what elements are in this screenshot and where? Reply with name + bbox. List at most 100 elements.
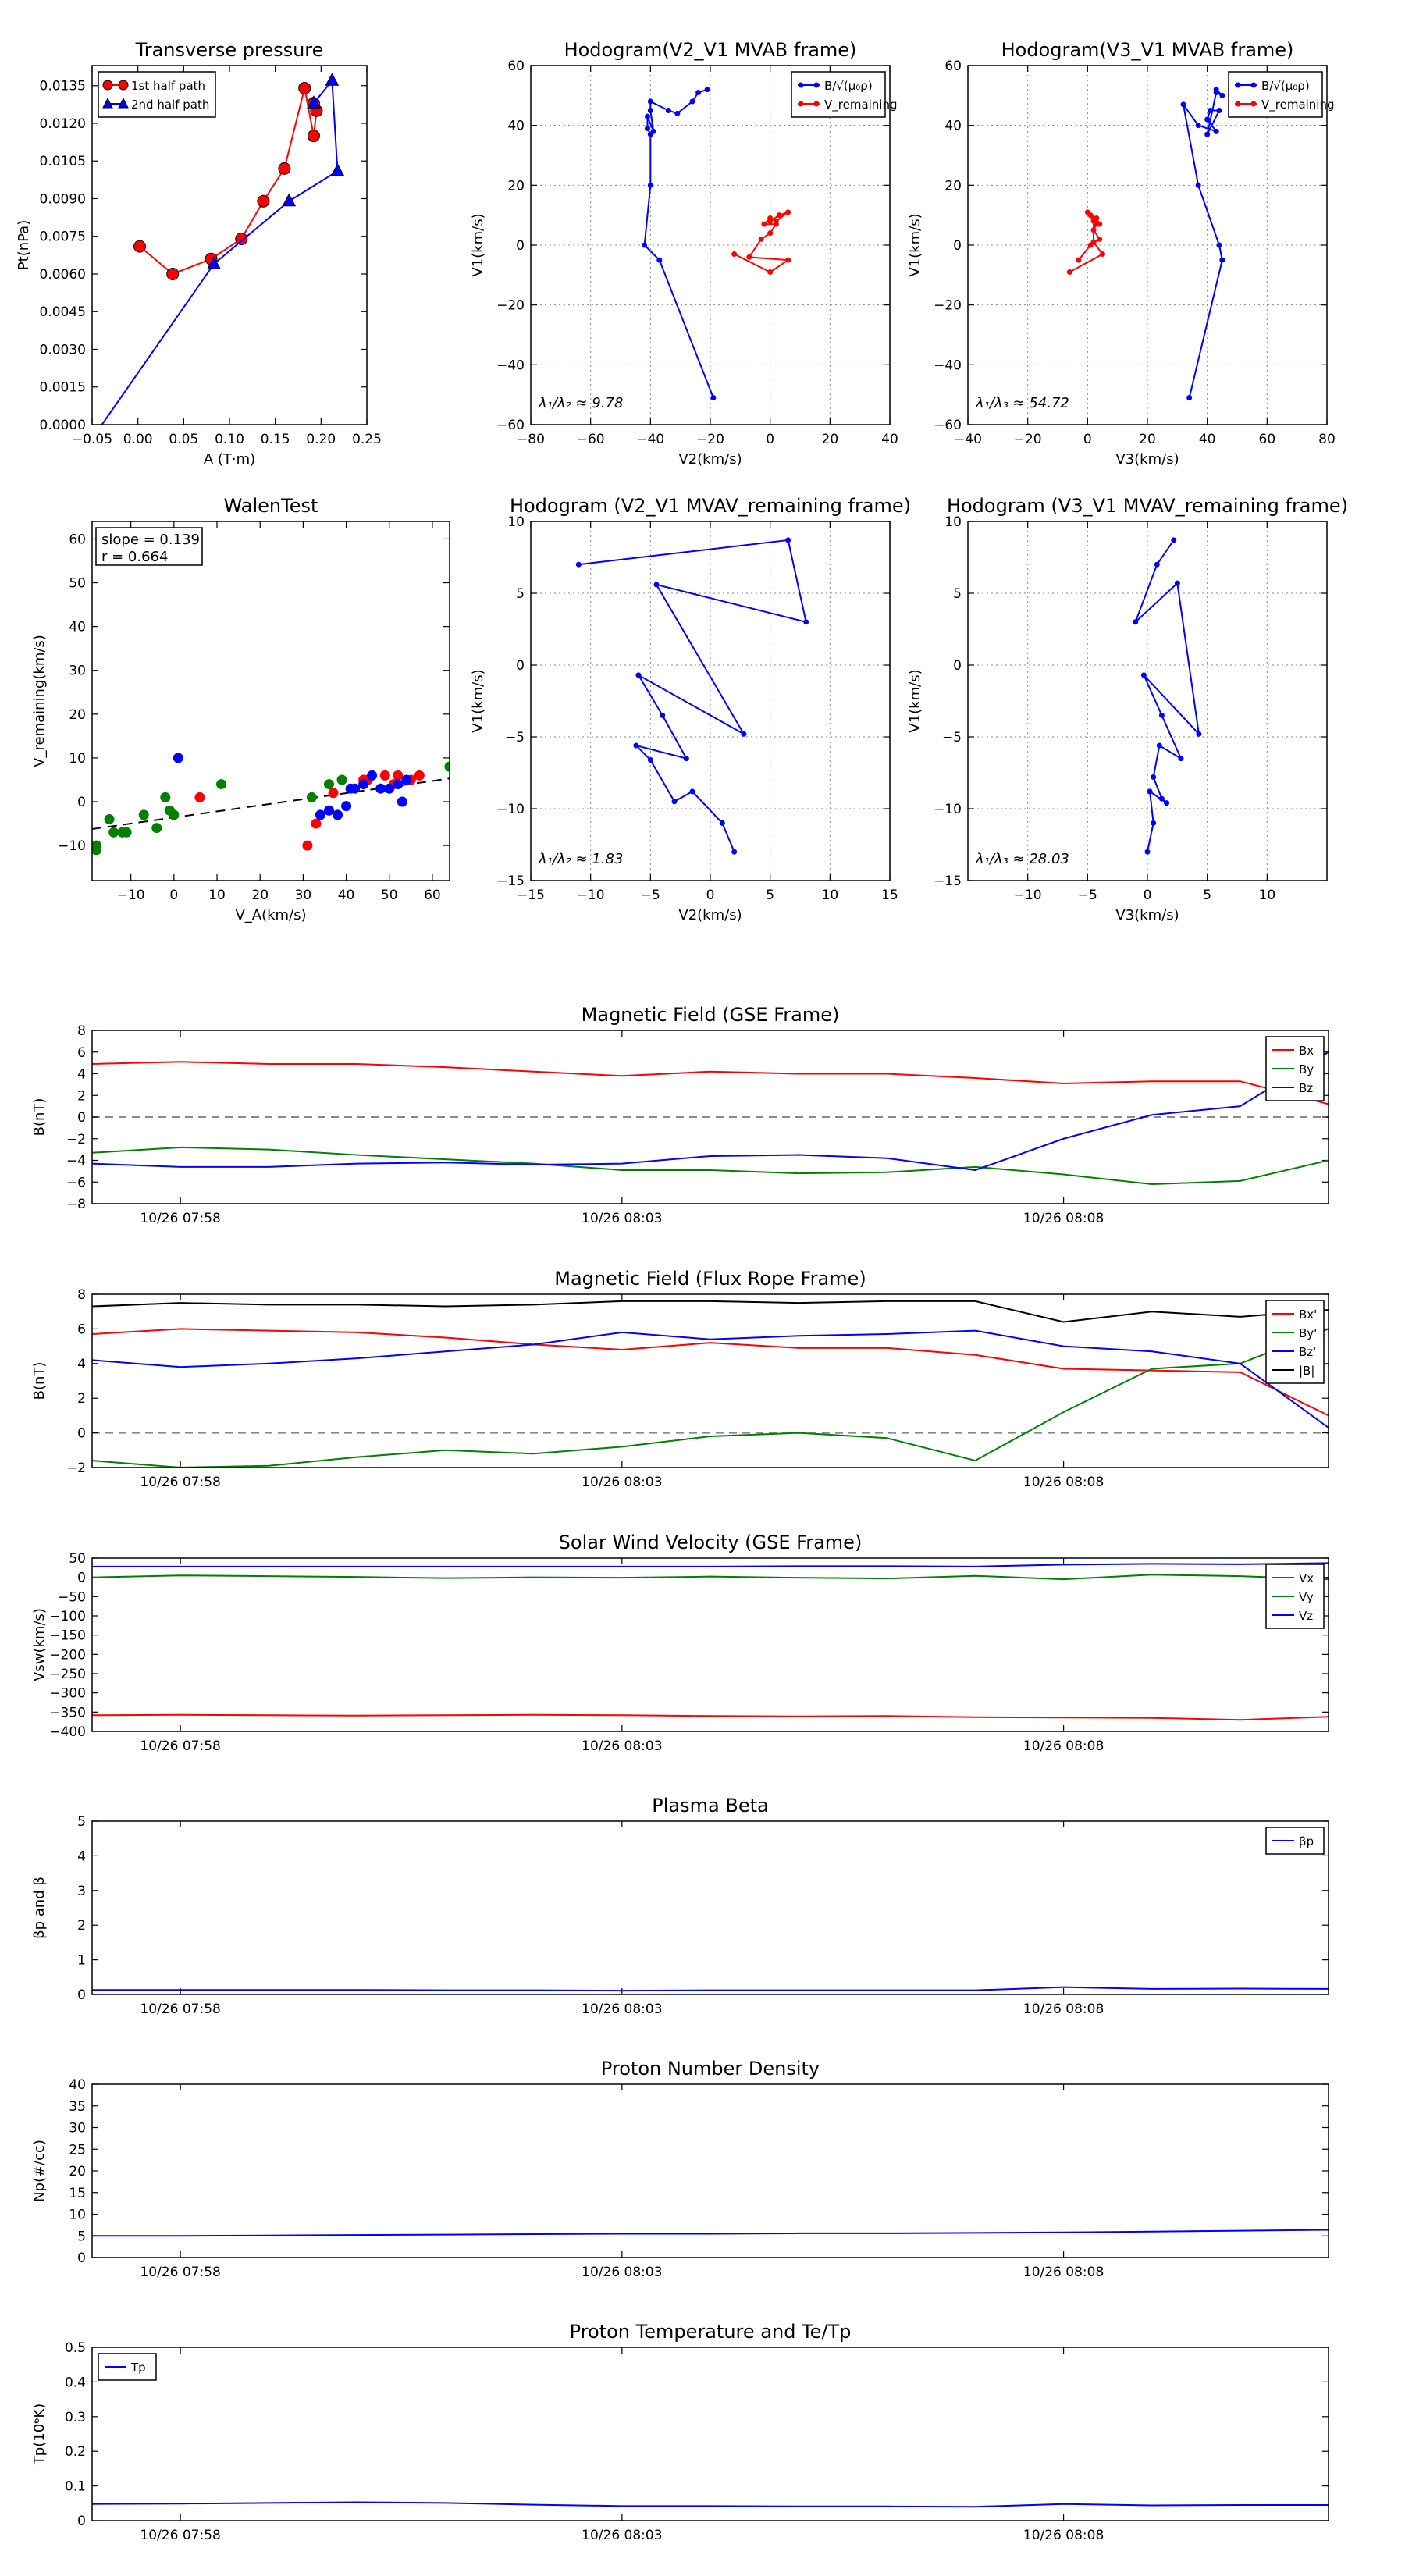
legend-label: 1st half path <box>131 79 205 93</box>
x-tick-label: −80 <box>517 432 545 447</box>
data-point <box>746 254 752 260</box>
series-line-0 <box>139 87 318 276</box>
data-point <box>674 110 681 116</box>
y-tick-label: 5 <box>77 2229 86 2244</box>
data-point <box>731 251 738 257</box>
y-tick-label: 10 <box>69 751 86 767</box>
data-point <box>1154 561 1160 568</box>
x-tick-label: 10/26 08:03 <box>582 2001 662 2017</box>
y-tick-label: 50 <box>69 576 86 592</box>
x-tick-label: −20 <box>696 432 724 447</box>
y-tick-label: −10 <box>496 802 525 817</box>
chart-title: Hodogram (V3_V1 MVAV_remaining frame) <box>947 495 1348 517</box>
x-tick-label: 0.05 <box>169 432 198 447</box>
data-point <box>695 90 702 95</box>
legend: Bx By Bz <box>1265 1036 1325 1101</box>
legend-label: B/√(μ₀ρ) <box>1261 79 1310 93</box>
data-point <box>173 753 183 763</box>
data-point <box>1087 242 1094 248</box>
legend-box <box>1265 1036 1325 1101</box>
axes-frame <box>530 65 891 425</box>
y-tick-label: 0.0045 <box>40 304 86 320</box>
axes-frame <box>967 65 1328 425</box>
axes-frame <box>91 1293 1329 1468</box>
x-tick-label: 80 <box>1318 432 1336 447</box>
y-tick-label: 0 <box>77 1426 86 1442</box>
y-tick-label: 0 <box>77 2514 86 2529</box>
data-point <box>151 823 162 834</box>
plot-area <box>96 73 345 425</box>
x-tick-label: −20 <box>1014 432 1042 447</box>
x-tick-label: 30 <box>295 888 312 903</box>
data-point <box>138 809 149 820</box>
y-tick-label: −60 <box>934 418 962 433</box>
y-tick-label: 0 <box>953 238 962 254</box>
plot-area <box>642 87 791 400</box>
legend: B/√(μ₀ρ) V_remaining <box>791 71 898 118</box>
chart-panel-11: Proton Temperature and Te/Tp 10/26 07:58 1… <box>31 2321 1329 2543</box>
data-point <box>302 840 313 851</box>
y-tick-label: 0 <box>77 2250 86 2266</box>
x-tick-label: −10 <box>1014 888 1042 903</box>
series-line-0 <box>92 2229 1329 2237</box>
axes-frame <box>91 1557 1329 1732</box>
data-point <box>773 218 779 224</box>
legend: Tp <box>98 2353 157 2381</box>
y-tick-label: 50 <box>69 1551 86 1567</box>
data-point <box>689 788 695 795</box>
y-tick-label: 10 <box>69 2208 86 2223</box>
series-line-1 <box>1069 212 1104 273</box>
data-point <box>401 774 412 785</box>
y-tick-label: 20 <box>69 2164 86 2179</box>
data-point <box>1151 820 1157 826</box>
y-tick-label: −400 <box>49 1724 86 1740</box>
y-tick-label: 0.0135 <box>40 79 86 94</box>
x-axis-label: V_A(km/s) <box>235 907 306 923</box>
x-tick-label: −15 <box>517 888 545 903</box>
data-point <box>166 267 180 280</box>
data-point <box>710 395 717 400</box>
chart-panel-8: Solar Wind Velocity (GSE Frame) 10/26 07:… <box>31 1532 1329 1754</box>
data-point <box>307 130 320 143</box>
y-tick-label: −350 <box>49 1705 86 1720</box>
y-axis-label: Tp(10⁶K) <box>31 2403 48 2465</box>
y-tick-label: 60 <box>944 59 962 74</box>
x-axis-label: V2(km/s) <box>678 907 742 923</box>
x-tick-label: 0 <box>1083 432 1092 447</box>
data-point <box>767 230 774 237</box>
plot-area <box>1133 537 1202 855</box>
x-tick-label: −5 <box>641 888 660 903</box>
x-tick-label: 5 <box>766 888 774 903</box>
y-tick-label: −50 <box>58 1589 86 1605</box>
data-point <box>393 770 404 781</box>
x-tick-label: −10 <box>117 888 145 903</box>
y-tick-label: 60 <box>507 59 525 74</box>
legend-label: βp <box>1299 1834 1314 1848</box>
legend-marker <box>1235 82 1241 88</box>
y-tick-label: 40 <box>69 620 86 635</box>
x-tick-label: 0 <box>766 432 774 447</box>
y-tick-label: 1 <box>77 1953 86 1969</box>
x-tick-label: 0.15 <box>261 432 290 447</box>
data-point <box>1204 131 1211 137</box>
data-point <box>758 236 764 242</box>
legend-marker <box>118 80 129 91</box>
y-tick-label: 25 <box>69 2142 86 2158</box>
y-tick-label: −2 <box>66 1132 86 1147</box>
y-tick-label: 6 <box>77 1322 86 1337</box>
axes-frame <box>967 521 1328 881</box>
data-point <box>257 194 270 208</box>
legend-marker <box>1250 101 1257 107</box>
chart-title: Hodogram(V3_V1 MVAB frame) <box>1001 39 1294 61</box>
plot-area <box>92 1562 1329 1721</box>
y-axis-label: βp and β <box>31 1877 48 1939</box>
data-point <box>645 126 650 131</box>
y-tick-label: −15 <box>496 873 525 889</box>
chart-panel-9: Plasma Beta 10/26 07:58 10/26 08:03 10/26 0… <box>31 1795 1329 2017</box>
data-point <box>1208 108 1213 113</box>
legend-label: 2nd half path <box>131 98 209 112</box>
x-tick-label: 20 <box>1139 432 1156 447</box>
y-tick-label: 2 <box>77 1088 86 1104</box>
data-point <box>741 731 747 737</box>
